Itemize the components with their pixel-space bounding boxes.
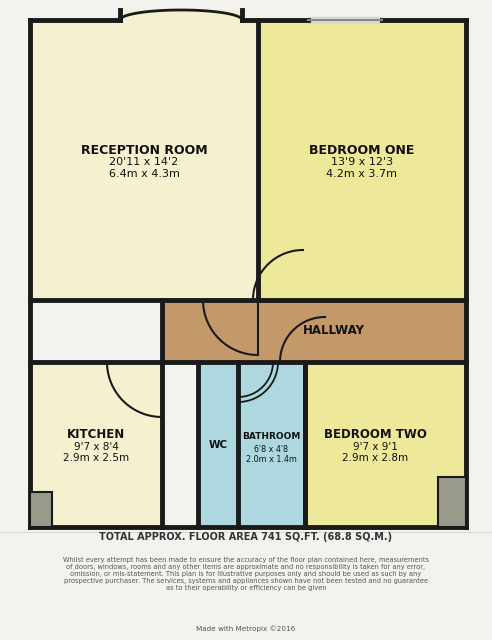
Text: KITCHEN: KITCHEN	[67, 428, 125, 441]
Text: 6'8 x 4'8
2.0m x 1.4m: 6'8 x 4'8 2.0m x 1.4m	[246, 445, 297, 464]
Polygon shape	[238, 362, 305, 527]
Polygon shape	[30, 0, 120, 20]
Bar	[438, 477, 466, 527]
Text: 20'11 x 14'2
6.4m x 4.3m: 20'11 x 14'2 6.4m x 4.3m	[109, 157, 180, 179]
Text: BEDROOM ONE: BEDROOM ONE	[309, 143, 415, 157]
Bar	[30, 492, 52, 527]
Polygon shape	[30, 20, 258, 300]
Polygon shape	[305, 362, 466, 527]
Text: 9'7 x 8'4
2.9m x 2.5m: 9'7 x 8'4 2.9m x 2.5m	[63, 442, 129, 463]
Text: BATHROOM: BATHROOM	[243, 432, 301, 441]
Text: 9'7 x 9'1
2.9m x 2.8m: 9'7 x 9'1 2.9m x 2.8m	[342, 442, 408, 463]
Polygon shape	[258, 20, 466, 300]
Text: Whilst every attempt has been made to ensure the accuracy of the floor plan cont: Whilst every attempt has been made to en…	[63, 557, 429, 591]
Text: RECEPTION ROOM: RECEPTION ROOM	[81, 143, 207, 157]
Polygon shape	[162, 300, 466, 362]
Polygon shape	[30, 362, 162, 527]
Text: HALLWAY: HALLWAY	[303, 324, 365, 337]
Polygon shape	[120, 10, 242, 20]
Text: Made with Metropix ©2016: Made with Metropix ©2016	[196, 625, 296, 632]
Text: TOTAL APPROX. FLOOR AREA 741 SQ.FT. (68.8 SQ.M.): TOTAL APPROX. FLOOR AREA 741 SQ.FT. (68.…	[99, 532, 393, 542]
Polygon shape	[120, 10, 242, 20]
Polygon shape	[198, 362, 238, 527]
Text: BEDROOM TWO: BEDROOM TWO	[324, 428, 427, 441]
Polygon shape	[242, 0, 466, 20]
Text: 13'9 x 12'3
4.2m x 3.7m: 13'9 x 12'3 4.2m x 3.7m	[327, 157, 398, 179]
Text: WC: WC	[209, 440, 228, 449]
